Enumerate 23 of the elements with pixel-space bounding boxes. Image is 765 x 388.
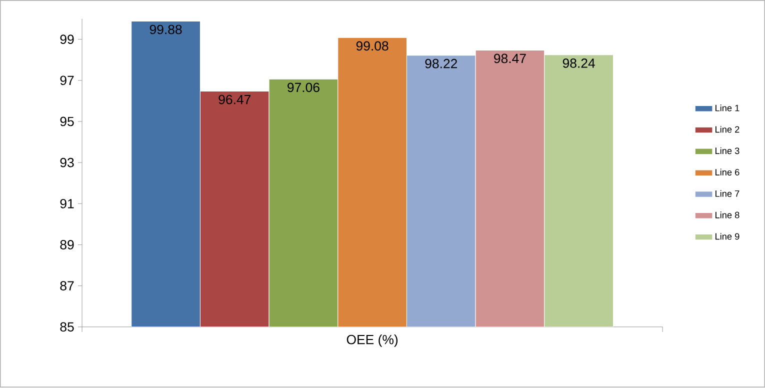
legend-label: Line 3 (716, 148, 740, 154)
y-tick-label: 89 (60, 240, 74, 250)
data-label: 96.47 (218, 95, 250, 104)
y-tick-label: 93 (60, 158, 74, 168)
legend-label: Line 8 (716, 212, 740, 219)
x-tick-label: OEE (%) (346, 334, 398, 348)
data-label: 98.47 (494, 54, 526, 64)
legend-label: Line 1 (716, 104, 740, 112)
data-label: 99.88 (150, 25, 182, 34)
y-tick-label: 99 (60, 34, 74, 44)
data-label: 98.24 (562, 58, 595, 68)
data-label: 97.06 (288, 83, 320, 92)
y-tick-label: 87 (60, 281, 74, 291)
data-label: 99.08 (356, 42, 388, 51)
y-tick-label: 95 (60, 117, 74, 126)
y-tick-label: 91 (60, 199, 74, 209)
data-label: 98.22 (425, 59, 458, 69)
legend-label: Line 2 (716, 126, 740, 133)
y-tick-label: 97 (60, 76, 74, 86)
legend-label: Line 6 (716, 169, 740, 176)
legend-label: Line 9 (716, 233, 740, 240)
legend-label: Line 7 (716, 190, 740, 198)
y-tick-label: 85 (60, 322, 74, 332)
